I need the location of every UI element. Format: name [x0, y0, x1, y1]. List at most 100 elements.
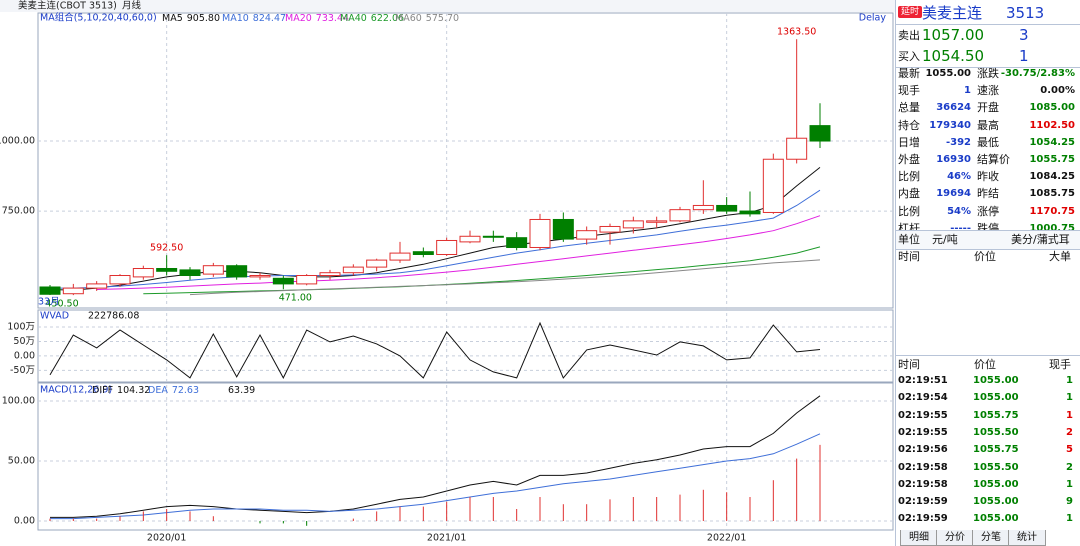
trade-time: 02:19:55: [898, 426, 948, 438]
ma-line: [143, 246, 821, 295]
column-header: 时间: [898, 358, 920, 371]
candle-body: [669, 209, 691, 222]
legend-name: MA60: [395, 13, 422, 24]
column-header: 大单: [1049, 250, 1071, 263]
quote-size: 1: [1019, 47, 1029, 65]
row: 最新 1055.00 涨跌 -30.75/2.83%: [896, 65, 1080, 82]
row: 日增 -392 最低 1054.25: [896, 134, 1080, 151]
high-label: 1363.50: [777, 27, 816, 38]
candle-body: [109, 275, 131, 285]
legend-name: DIFF: [92, 385, 113, 396]
legend-value: 575.70: [426, 13, 459, 24]
candle-body: [576, 230, 598, 240]
ma-line: [49, 167, 821, 291]
candle-body: [739, 210, 761, 215]
y-tick-label: 100.00: [2, 396, 35, 407]
candle-body: [319, 272, 341, 277]
trade-time: 02:19:59: [898, 513, 948, 525]
trade-price: 1055.75: [973, 409, 1019, 421]
row: 总量 36624 开盘 1085.00: [896, 99, 1080, 116]
candle-body: [249, 275, 271, 278]
row: 时间 价位 大单: [896, 248, 1080, 265]
quote-code: 3513: [1006, 4, 1045, 22]
quote-value: 1055.75: [1029, 154, 1075, 165]
candle-body: [296, 275, 318, 285]
quote-value: -392: [945, 136, 971, 148]
candle-body: [506, 237, 528, 248]
tab[interactable]: 分价: [936, 530, 974, 546]
quote-label: 总量: [898, 101, 920, 115]
quote-price: 1054.50: [922, 47, 985, 65]
panel-frame: [37, 382, 894, 531]
legend-value: 63.39: [228, 385, 255, 396]
row: 持仓 179340 最高 1102.50: [896, 117, 1080, 134]
legend-entry: MA20 733.44: [285, 13, 349, 24]
low-label: 471.00: [279, 293, 312, 304]
row: 延时 美麦主连 3513: [896, 2, 1080, 25]
symbol: 美麦主连(CBOT 3513): [18, 0, 117, 12]
legend-entry: MA10 824.47: [222, 13, 286, 24]
quote-label: 比例: [898, 204, 920, 218]
row: 比例 46% 昨收 1084.25: [896, 168, 1080, 185]
quote-label: 涨跌: [977, 67, 999, 80]
legend-entry: MA40 622.06: [340, 13, 404, 24]
candle-body: [459, 235, 481, 243]
quote-label: 现手: [898, 84, 920, 98]
candle-body: [716, 204, 738, 212]
candle-body: [342, 266, 364, 274]
indicator-line: [50, 395, 821, 518]
candle-body: [62, 287, 84, 295]
y-tick-label: 100万: [7, 321, 35, 332]
x-tick-label: 2020/01: [147, 533, 186, 544]
quote-label: 买入: [898, 50, 920, 63]
legend-name: MA10: [222, 13, 249, 24]
legend-entry: DEA 72.63: [148, 385, 199, 396]
panel-frame: [37, 309, 894, 383]
quote-label: 持仓: [898, 118, 920, 132]
period: 月线: [122, 0, 142, 12]
tab[interactable]: 统计: [1008, 530, 1046, 546]
tab[interactable]: 分笔: [972, 530, 1010, 546]
quote-label: 结算价: [977, 153, 1010, 166]
candle-body: [762, 158, 784, 213]
unit-option: 元/吨: [932, 233, 958, 246]
quote-value: 46%: [947, 171, 971, 183]
legend-value: 72.63: [172, 385, 199, 396]
candle-body: [786, 137, 808, 160]
quote-label: 最新: [898, 67, 920, 80]
legend-value: 824.47: [253, 13, 286, 24]
high-label: 592.50: [150, 243, 183, 254]
candle-body: [436, 239, 458, 255]
row: 02:19:58 1055.50 2: [896, 459, 1080, 476]
row: 02:19:59 1055.00 1: [896, 510, 1080, 527]
row: 卖出 1057.00 3: [896, 25, 1080, 46]
y-tick-label: 1000.00: [0, 136, 35, 147]
legend-name: DEA: [148, 385, 168, 396]
column-header: 价位: [974, 250, 996, 263]
indicator-line: [49, 321, 821, 379]
quote-title: 美麦主连: [922, 4, 983, 22]
trade-time: 02:19:51: [898, 375, 948, 386]
quote-panel: 延时 美麦主连 3513 卖出 1057.00 3 买入 1054.50 1 最新 1055.00 涨…: [895, 0, 1080, 546]
tab[interactable]: 明细: [900, 530, 938, 546]
trade-price: 1055.00: [973, 392, 1019, 404]
quote-value: 1084.25: [1029, 171, 1075, 183]
quote-label: 卖出: [898, 29, 920, 42]
candle-body: [412, 251, 434, 255]
row: 02:19:51 1055.00 1: [896, 372, 1080, 389]
quote-value: 54%: [947, 205, 971, 217]
quote-value: 16930: [936, 154, 971, 165]
quote-value: 36624: [936, 102, 971, 114]
quote-value: 1000.75: [1029, 222, 1075, 234]
quote-value: 0.00%: [1040, 85, 1075, 97]
quote-value: 1102.50: [1029, 119, 1075, 131]
candle-body: [39, 286, 61, 295]
quote-value: 1: [964, 85, 971, 97]
legend-name: MA20: [285, 13, 312, 24]
legend-value: 733.44: [316, 13, 349, 24]
quote-label: 昨结: [977, 187, 999, 201]
legend-value: 222786.08: [88, 311, 139, 322]
quote-label: 外盘: [898, 153, 920, 166]
legend-value: 104.32: [117, 385, 150, 396]
